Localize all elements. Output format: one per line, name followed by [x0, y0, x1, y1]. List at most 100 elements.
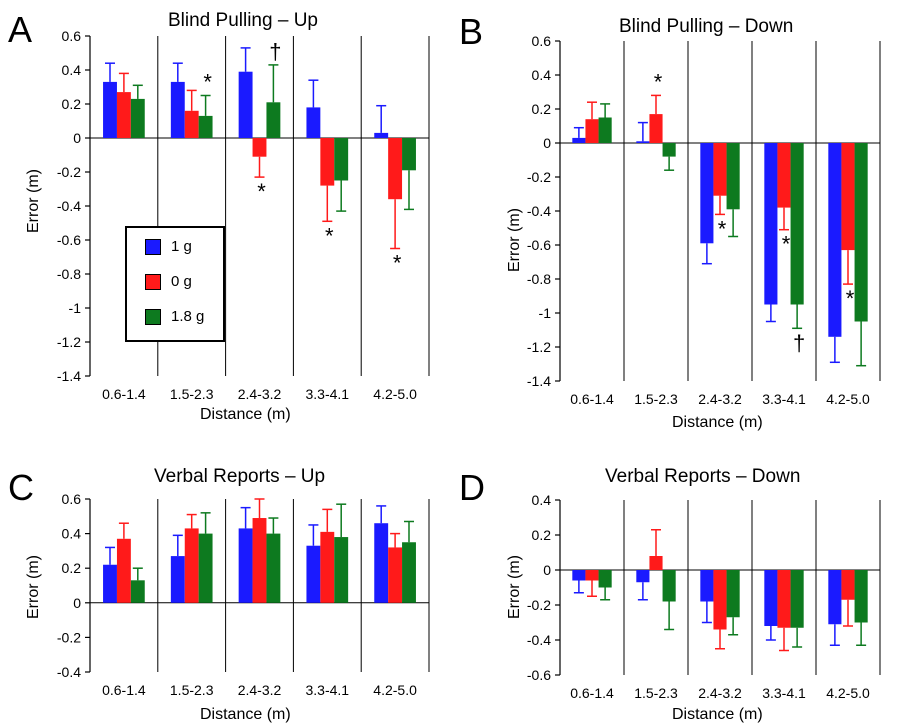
bar: [790, 143, 804, 305]
y-tick-label: -0.4: [527, 632, 551, 648]
bar: [662, 143, 676, 157]
legend-label: 0 g: [171, 273, 192, 290]
bar: [726, 143, 740, 210]
y-tick-label: -1: [539, 305, 552, 321]
y-tick-label: 0.4: [62, 526, 82, 542]
x-tick-label: 4.2-5.0: [826, 685, 870, 701]
bar: [854, 143, 868, 322]
bar: [713, 570, 727, 630]
bar: [103, 564, 117, 603]
bar: [238, 71, 253, 138]
y-tick-label: -0.2: [527, 169, 551, 185]
bar: [130, 580, 145, 603]
y-tick-label: -0.4: [527, 203, 551, 219]
panel-letter: B: [459, 11, 484, 52]
legend-swatch-red: [145, 273, 161, 290]
significance-marker: *: [393, 251, 402, 276]
significance-marker: *: [782, 232, 791, 257]
y-tick-label: 0.4: [532, 492, 552, 508]
y-tick-label: -0.2: [57, 164, 81, 180]
legend-item-0g: 0 g: [145, 273, 192, 290]
y-tick-label: 0.6: [62, 491, 82, 507]
bar: [238, 528, 253, 603]
bar: [662, 570, 676, 602]
y-tick-label: -1: [69, 300, 82, 316]
bar: [585, 570, 599, 581]
bar: [572, 570, 586, 581]
significance-marker: *: [203, 70, 212, 95]
bar: [198, 115, 213, 138]
bar: [700, 570, 714, 602]
panel-c: C Verbal Reports – Up Error (m) Distance…: [0, 460, 451, 727]
y-axis-label: Error (m): [25, 555, 42, 619]
x-tick-label: 4.2-5.0: [826, 391, 870, 407]
panel-d: D Verbal Reports – Down Error (m) Distan…: [451, 460, 902, 727]
bar: [252, 518, 267, 603]
bar: [402, 542, 416, 603]
significance-marker: *: [325, 223, 334, 248]
y-tick-label: -1.2: [527, 339, 551, 355]
bar: [252, 138, 267, 157]
x-tick-label: 0.6-1.4: [102, 682, 146, 698]
legend-swatch-green: [145, 308, 161, 325]
panel-b: B Blind Pulling – Down Error (m) Distanc…: [451, 0, 902, 431]
y-tick-label: 0.2: [532, 527, 552, 543]
panel-title: Verbal Reports – Up: [154, 466, 326, 487]
x-tick-label: 0.6-1.4: [570, 391, 614, 407]
y-tick-label: -0.2: [527, 597, 551, 613]
bar: [266, 533, 281, 603]
y-tick-label: 0.4: [532, 67, 552, 83]
bar: [320, 531, 335, 603]
bar: [828, 570, 842, 625]
y-tick-label: -1.4: [527, 373, 551, 389]
panel-title: Blind Pulling – Up: [168, 10, 318, 31]
bar: [585, 119, 599, 143]
bar: [116, 538, 131, 603]
bar: [402, 138, 416, 171]
bar: [764, 143, 778, 305]
y-tick-label: -0.2: [57, 629, 81, 645]
bar: [374, 132, 389, 138]
y-tick-label: -0.6: [527, 667, 551, 683]
panel-letter: C: [8, 467, 34, 508]
bar: [700, 143, 714, 244]
bar: [116, 92, 131, 138]
bar: [841, 570, 855, 600]
panel-letter: D: [459, 467, 485, 508]
bar: [598, 570, 612, 588]
x-tick-label: 3.3-4.1: [306, 682, 350, 698]
bar: [841, 143, 855, 251]
y-tick-label: -0.6: [527, 237, 551, 253]
bar: [713, 143, 727, 196]
significance-marker: *: [846, 286, 855, 311]
bar: [598, 117, 612, 143]
significance-marker: †: [269, 39, 281, 64]
bar: [764, 570, 778, 626]
bar: [649, 114, 663, 143]
legend-swatch-blue: [145, 238, 161, 255]
bar: [572, 137, 586, 143]
significance-marker: *: [718, 216, 727, 241]
chart-c: 0.6 0.4 0.2 0 -0.2 -0.4 0.6-1.4 1.5-2.3 2.4-3.2 3…: [57, 491, 430, 698]
bar: [306, 545, 321, 603]
x-tick-label: 1.5-2.3: [170, 682, 214, 698]
bar: [170, 556, 185, 603]
bar: [636, 570, 650, 583]
panel-letter: A: [8, 9, 33, 50]
bar: [777, 143, 791, 208]
x-tick-label: 2.4-3.2: [238, 682, 282, 698]
x-tick-label: 3.3-4.1: [762, 391, 806, 407]
bar: [306, 107, 321, 138]
legend: 1 g 0 g 1.8 g: [125, 226, 225, 342]
y-tick-label: 0.2: [62, 560, 82, 576]
x-tick-label: 1.5-2.3: [634, 391, 678, 407]
bar: [198, 533, 213, 603]
legend-item-1-8g: 1.8 g: [145, 308, 204, 325]
x-tick-label: 4.2-5.0: [373, 682, 417, 698]
significance-marker: *: [654, 69, 663, 94]
y-tick-label: 0.6: [532, 33, 552, 49]
y-tick-label: -0.8: [57, 266, 81, 282]
x-tick-label: 2.4-3.2: [698, 391, 742, 407]
bar: [334, 537, 349, 603]
y-tick-label: -1.4: [57, 368, 81, 384]
